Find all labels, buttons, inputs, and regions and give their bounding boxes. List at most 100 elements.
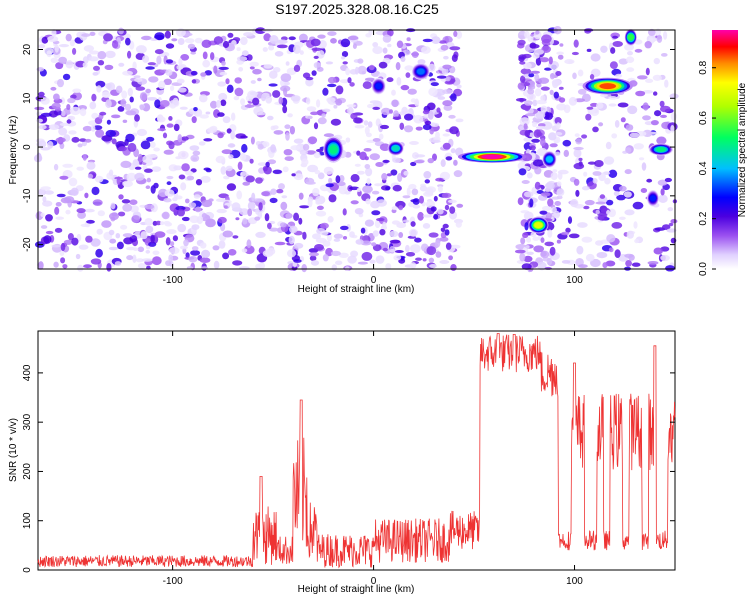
heatmap-cell (606, 234, 616, 243)
heatmap-cell (159, 221, 165, 226)
heatmap-cell (573, 146, 584, 151)
heatmap-cell (374, 183, 382, 187)
heatmap-cell (110, 202, 116, 210)
heatmap-cell (258, 202, 263, 211)
heatmap-cell (435, 251, 442, 258)
heatmap-cell (429, 127, 435, 135)
heatmap-cell (175, 156, 182, 160)
heatmap-cell (210, 100, 218, 109)
heatmap-cell (302, 72, 311, 79)
heatmap-feature-level (392, 145, 400, 151)
heatmap-cell (219, 71, 228, 76)
heatmap-cell (519, 252, 526, 262)
heatmap-cell (410, 229, 417, 237)
snr-xlabel: Height of straight line (km) (298, 584, 415, 595)
heatmap-cell (356, 170, 365, 175)
heatmap-cell (91, 186, 100, 196)
heatmap-cell (436, 75, 447, 79)
heatmap-cell (381, 107, 391, 116)
heatmap-cell (84, 138, 92, 143)
heatmap-cell (116, 176, 121, 186)
heatmap-cell (192, 150, 201, 156)
heatmap-cell (540, 192, 551, 197)
heatmap-cell (139, 104, 145, 111)
heatmap-cell (60, 242, 66, 252)
heatmap-cell (194, 206, 202, 213)
heatmap-cell (372, 46, 383, 55)
heatmap-cell (662, 224, 671, 231)
heatmap-cell (90, 258, 102, 265)
heatmap-cell (528, 73, 535, 78)
heatmap-cell (456, 84, 462, 89)
heatmap-cell (541, 34, 552, 44)
heatmap-cell (389, 109, 393, 114)
heatmap-cell (320, 222, 329, 229)
heatmap-cell (428, 63, 436, 72)
heatmap-cell (549, 246, 556, 256)
heatmap-cell (455, 30, 463, 39)
heatmap-cell (335, 175, 341, 184)
heatmap-cell (398, 232, 404, 238)
heatmap-cell (111, 40, 119, 49)
heatmap-cell (521, 263, 532, 270)
heatmap-cell (444, 80, 455, 85)
heatmap-cell (222, 40, 230, 49)
heatmap-cell (132, 159, 139, 166)
heatmap-cell (325, 247, 333, 257)
snr-frame (37, 330, 676, 571)
heatmap-cell (532, 99, 538, 107)
heatmap-cell (157, 116, 166, 123)
heatmap-cell (249, 61, 259, 67)
heatmap-cell (409, 262, 417, 269)
heatmap-cell (612, 41, 623, 47)
heatmap-cell (646, 178, 653, 183)
heatmap-cell (440, 159, 446, 168)
heatmap-cell (307, 198, 313, 208)
heatmap-cell (670, 112, 677, 121)
heatmap-cell (284, 156, 294, 162)
heatmap-cell (389, 239, 401, 244)
heatmap-cell (605, 141, 612, 150)
heatmap-cell (284, 124, 291, 129)
heatmap-cell (172, 197, 178, 202)
heatmap-cell (583, 171, 588, 177)
heatmap-cell (265, 161, 270, 168)
heatmap-cell (382, 159, 390, 163)
heatmap-cell (247, 208, 253, 217)
x-tick-label: -100 (163, 275, 183, 286)
heatmap-cell (86, 219, 95, 224)
heatmap-cell (216, 99, 221, 108)
heatmap-cell (428, 257, 435, 263)
heatmap-cell (626, 56, 635, 63)
heatmap-cell (611, 133, 618, 139)
heatmap-cell (427, 158, 435, 164)
heatmap-cell (153, 182, 159, 189)
heatmap-feature-level (546, 156, 553, 163)
heatmap-cell (442, 133, 450, 137)
heatmap-cell (564, 59, 575, 65)
heatmap-cell (172, 235, 178, 242)
heatmap-cell (299, 50, 304, 55)
heatmap-cell (218, 66, 229, 70)
heatmap-cell (289, 125, 295, 135)
heatmap-cell (391, 206, 398, 211)
heatmap-cell (154, 231, 166, 238)
heatmap-cell (455, 118, 464, 123)
heatmap-cell (625, 147, 632, 154)
heatmap-cell (372, 42, 379, 48)
heatmap-cell (347, 35, 359, 41)
heatmap-cell (535, 30, 540, 35)
heatmap-cell (257, 112, 266, 116)
snr-series-line (37, 333, 676, 569)
heatmap-cell (217, 132, 224, 139)
heatmap-cell (89, 101, 97, 110)
heatmap-cell (339, 79, 350, 84)
heatmap-cell (575, 138, 582, 145)
heatmap-cell (585, 253, 595, 262)
colorbar-gradient (712, 30, 738, 269)
heatmap-cell (610, 47, 616, 54)
heatmap-cell (549, 89, 554, 96)
heatmap-cell (179, 106, 188, 110)
heatmap-cell (216, 198, 226, 202)
heatmap-cell (534, 88, 542, 97)
